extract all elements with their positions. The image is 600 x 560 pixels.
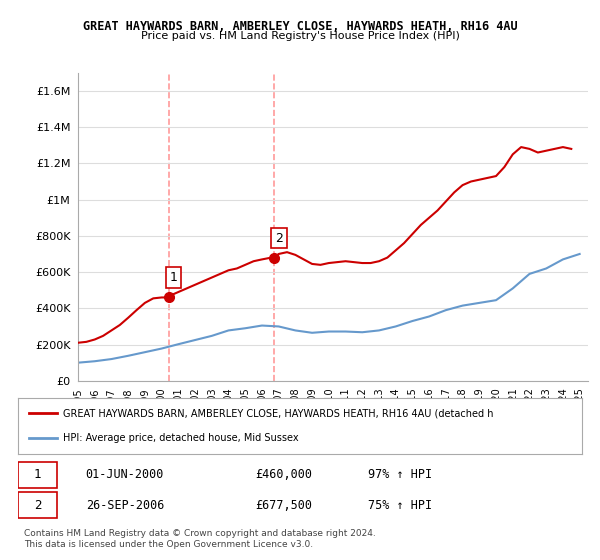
Text: 97% ↑ HPI: 97% ↑ HPI bbox=[368, 468, 432, 481]
FancyBboxPatch shape bbox=[18, 461, 58, 488]
Text: 1: 1 bbox=[34, 468, 41, 481]
Text: GREAT HAYWARDS BARN, AMBERLEY CLOSE, HAYWARDS HEATH, RH16 4AU: GREAT HAYWARDS BARN, AMBERLEY CLOSE, HAY… bbox=[83, 20, 517, 32]
Text: 01-JUN-2000: 01-JUN-2000 bbox=[86, 468, 164, 481]
FancyBboxPatch shape bbox=[18, 492, 58, 519]
Text: 2: 2 bbox=[34, 499, 41, 512]
Text: HPI: Average price, detached house, Mid Sussex: HPI: Average price, detached house, Mid … bbox=[63, 433, 299, 443]
Text: 1: 1 bbox=[170, 271, 178, 284]
Text: This data is licensed under the Open Government Licence v3.0.: This data is licensed under the Open Gov… bbox=[24, 540, 313, 549]
Text: £460,000: £460,000 bbox=[255, 468, 312, 481]
Text: 2: 2 bbox=[275, 232, 283, 245]
Text: 75% ↑ HPI: 75% ↑ HPI bbox=[368, 499, 432, 512]
Text: Contains HM Land Registry data © Crown copyright and database right 2024.: Contains HM Land Registry data © Crown c… bbox=[24, 529, 376, 538]
Text: 26-SEP-2006: 26-SEP-2006 bbox=[86, 499, 164, 512]
Text: £677,500: £677,500 bbox=[255, 499, 312, 512]
Text: GREAT HAYWARDS BARN, AMBERLEY CLOSE, HAYWARDS HEATH, RH16 4AU (detached h: GREAT HAYWARDS BARN, AMBERLEY CLOSE, HAY… bbox=[63, 408, 494, 418]
Text: Price paid vs. HM Land Registry's House Price Index (HPI): Price paid vs. HM Land Registry's House … bbox=[140, 31, 460, 41]
